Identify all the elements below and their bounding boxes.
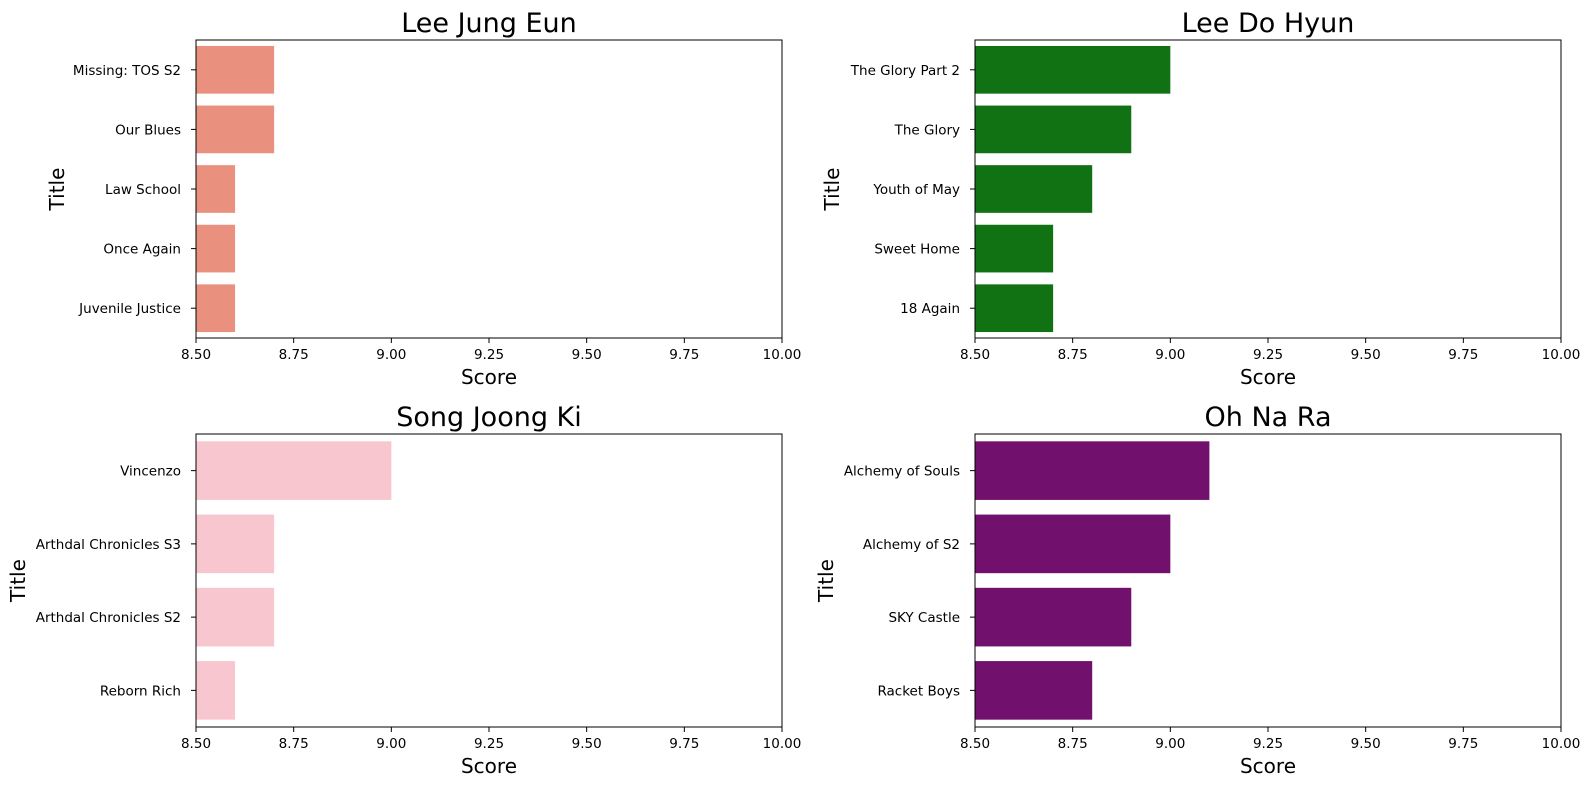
x-tick-label: 9.25	[1253, 736, 1283, 752]
x-tick-label: 10.00	[763, 736, 802, 752]
x-tick-label: 10.00	[1542, 347, 1581, 363]
y-tick-label: Sweet Home	[874, 242, 960, 258]
x-tick-label: 8.50	[181, 736, 211, 752]
bar	[196, 514, 275, 574]
y-axis-label: Title	[6, 559, 30, 603]
x-tick-label: 9.00	[1155, 347, 1185, 363]
x-tick-label: 9.25	[474, 736, 504, 752]
y-tick-label: Law School	[105, 182, 181, 198]
x-tick-label: 10.00	[763, 347, 802, 363]
chart-panel: 8.50 8.75 9.00 9.25 9.50 9.75 10.00 Vincenzo Art…	[6, 402, 801, 778]
x-axis-label: Score	[1240, 754, 1296, 778]
bar	[196, 105, 275, 154]
y-tick-label: Alchemy of S2	[863, 537, 960, 553]
x-tick-label: 8.50	[181, 347, 211, 363]
x-tick-label: 9.75	[1448, 736, 1478, 752]
bar	[975, 105, 1132, 154]
y-tick-label: Once Again	[103, 242, 181, 258]
x-tick-label: 8.75	[1058, 736, 1088, 752]
x-tick-label: 10.00	[1542, 736, 1581, 752]
y-tick-label: Arthdal Chronicles S3	[36, 537, 181, 553]
bar	[975, 165, 1093, 213]
x-axis-label: Score	[461, 754, 517, 778]
x-tick-label: 9.75	[669, 736, 699, 752]
x-tick-label: 9.25	[1253, 347, 1283, 363]
bar	[975, 587, 1132, 647]
x-tick-label: 8.50	[960, 347, 990, 363]
y-tick-label: Our Blues	[115, 122, 181, 138]
y-axis-label: Title	[45, 168, 69, 212]
x-tick-label: 9.75	[1448, 347, 1478, 363]
chart-title: Lee Do Hyun	[1182, 8, 1355, 39]
y-tick-label: Racket Boys	[877, 683, 960, 699]
bar	[196, 284, 236, 333]
chart-title: Lee Jung Eun	[401, 8, 577, 39]
plot-area-frame	[195, 39, 783, 339]
x-tick-label: 9.25	[474, 347, 504, 363]
bar	[196, 587, 275, 647]
x-tick-label: 9.50	[572, 736, 602, 752]
x-axis-label: Score	[1240, 365, 1296, 389]
y-axis-label: Title	[814, 559, 838, 603]
x-tick-label: 8.50	[960, 736, 990, 752]
y-tick-label: Vincenzo	[120, 464, 181, 480]
x-axis-label: Score	[461, 365, 517, 389]
x-tick-label: 8.75	[279, 736, 309, 752]
y-tick-label: Arthdal Chronicles S2	[36, 610, 181, 626]
x-tick-label: 9.00	[376, 347, 406, 363]
y-tick-label: The Glory Part 2	[850, 63, 960, 79]
x-tick-label: 9.75	[669, 347, 699, 363]
chart-title: Oh Na Ra	[1205, 402, 1332, 433]
y-tick-label: Juvenile Justice	[78, 301, 181, 317]
y-axis-label: Title	[820, 168, 844, 212]
chart-panel: 8.50 8.75 9.00 9.25 9.50 9.75 10.00 Alchemy of …	[814, 402, 1580, 778]
x-tick-label: 9.50	[1351, 347, 1381, 363]
bar	[975, 284, 1054, 333]
bar	[975, 45, 1171, 94]
y-tick-label: Missing: TOS S2	[73, 63, 181, 79]
y-tick-label: SKY Castle	[888, 610, 960, 626]
x-tick-label: 9.00	[1155, 736, 1185, 752]
chart-title: Song Joong Ki	[396, 402, 582, 433]
bar	[975, 661, 1093, 720]
bar	[975, 224, 1054, 273]
y-tick-label: The Glory	[894, 122, 960, 138]
x-tick-label: 9.50	[1351, 736, 1381, 752]
y-tick-label: Youth of May	[872, 182, 960, 198]
bar	[975, 514, 1171, 574]
bar	[196, 441, 392, 500]
x-tick-label: 8.75	[1058, 347, 1088, 363]
bar	[196, 224, 236, 273]
y-tick-label: Reborn Rich	[100, 683, 181, 699]
x-tick-label: 9.50	[572, 347, 602, 363]
chart-panel: 8.50 8.75 9.00 9.25 9.50 9.75 10.00 The Glory P…	[820, 8, 1580, 389]
chart-panel: 8.50 8.75 9.00 9.25 9.50 9.75 10.00 Missing: TO…	[45, 8, 801, 389]
y-tick-label: Alchemy of Souls	[844, 464, 960, 480]
bar	[196, 661, 236, 720]
bar	[975, 441, 1210, 500]
x-tick-label: 9.00	[376, 736, 406, 752]
bar	[196, 165, 236, 213]
x-tick-label: 8.75	[279, 347, 309, 363]
bar	[196, 45, 275, 94]
y-tick-label: 18 Again	[900, 301, 960, 317]
